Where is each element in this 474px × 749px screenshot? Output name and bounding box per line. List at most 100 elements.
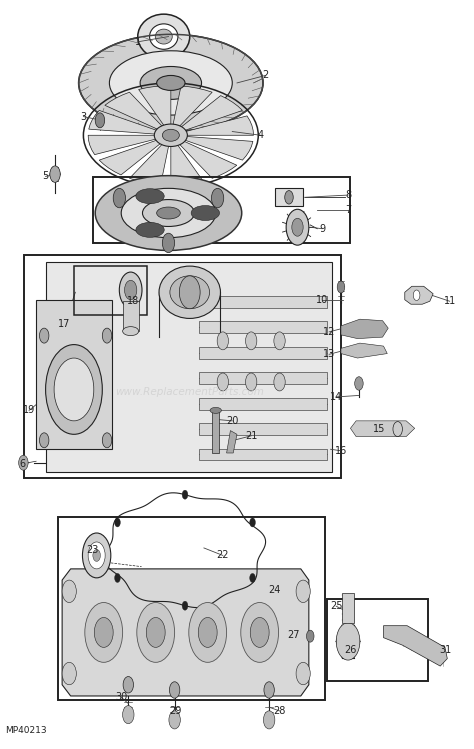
Circle shape — [307, 630, 314, 642]
Polygon shape — [184, 116, 254, 136]
Circle shape — [413, 290, 420, 300]
Circle shape — [115, 574, 120, 583]
Text: 9: 9 — [319, 224, 325, 234]
Bar — [199, 398, 327, 410]
Text: 24: 24 — [269, 585, 281, 595]
Text: www.ReplacementParts.com: www.ReplacementParts.com — [115, 387, 264, 398]
Text: 23: 23 — [87, 545, 99, 555]
Bar — [199, 423, 327, 435]
Text: 4: 4 — [257, 130, 264, 140]
Text: 7: 7 — [345, 205, 351, 215]
Circle shape — [211, 188, 224, 207]
Bar — [24, 255, 341, 478]
Polygon shape — [129, 142, 169, 184]
Circle shape — [198, 617, 217, 647]
Circle shape — [241, 602, 279, 662]
Polygon shape — [88, 136, 158, 154]
Bar — [199, 449, 327, 461]
Ellipse shape — [156, 76, 185, 91]
Circle shape — [39, 328, 49, 343]
Circle shape — [115, 518, 120, 527]
Polygon shape — [173, 86, 212, 128]
Ellipse shape — [136, 189, 164, 204]
Circle shape — [296, 580, 310, 602]
Circle shape — [123, 676, 134, 693]
Ellipse shape — [155, 124, 187, 147]
Text: 12: 12 — [323, 327, 335, 337]
Circle shape — [296, 662, 310, 685]
Circle shape — [246, 373, 257, 391]
Circle shape — [94, 617, 113, 647]
Text: 22: 22 — [217, 551, 229, 560]
Ellipse shape — [79, 34, 263, 132]
Circle shape — [337, 281, 345, 293]
Circle shape — [88, 542, 105, 569]
Circle shape — [18, 455, 28, 470]
Bar — [199, 296, 327, 308]
Bar — [199, 347, 327, 359]
Circle shape — [246, 332, 257, 350]
Circle shape — [102, 328, 112, 343]
Polygon shape — [105, 92, 164, 130]
Circle shape — [292, 218, 303, 236]
Ellipse shape — [159, 266, 220, 318]
Polygon shape — [341, 343, 387, 358]
Text: 13: 13 — [323, 349, 335, 360]
Circle shape — [250, 617, 269, 647]
Text: 21: 21 — [245, 431, 257, 441]
Circle shape — [146, 617, 165, 647]
Text: 31: 31 — [439, 645, 451, 655]
Bar — [199, 372, 327, 384]
Circle shape — [82, 533, 111, 577]
Polygon shape — [62, 569, 309, 696]
Ellipse shape — [123, 327, 139, 336]
Circle shape — [93, 550, 100, 562]
Text: 5: 5 — [43, 172, 49, 181]
Polygon shape — [350, 421, 415, 437]
Text: 10: 10 — [316, 295, 328, 305]
Ellipse shape — [95, 175, 242, 250]
Circle shape — [162, 233, 174, 252]
Circle shape — [62, 580, 76, 602]
Circle shape — [113, 188, 126, 207]
Ellipse shape — [140, 67, 201, 100]
Circle shape — [217, 373, 228, 391]
Bar — [212, 412, 219, 453]
Text: 6: 6 — [19, 459, 25, 469]
Text: 30: 30 — [115, 693, 128, 703]
Bar — [36, 300, 112, 449]
Bar — [275, 188, 303, 206]
Circle shape — [169, 682, 180, 698]
Bar — [327, 598, 428, 681]
Ellipse shape — [150, 24, 178, 49]
Bar — [93, 177, 350, 243]
Text: 28: 28 — [273, 706, 286, 716]
Circle shape — [285, 190, 293, 204]
Ellipse shape — [121, 188, 216, 237]
Ellipse shape — [136, 222, 164, 237]
Ellipse shape — [156, 207, 180, 219]
Text: MP40213: MP40213 — [5, 726, 47, 735]
Circle shape — [250, 518, 255, 527]
Polygon shape — [89, 110, 159, 134]
Circle shape — [274, 373, 285, 391]
Circle shape — [179, 276, 200, 309]
Circle shape — [355, 377, 363, 390]
Ellipse shape — [143, 199, 194, 226]
Bar — [342, 592, 354, 622]
Bar — [74, 266, 147, 315]
Text: 1: 1 — [135, 37, 141, 47]
Circle shape — [182, 490, 188, 499]
Text: 17: 17 — [58, 318, 71, 329]
Circle shape — [264, 711, 275, 729]
Bar — [123, 301, 139, 331]
Circle shape — [119, 272, 142, 308]
Text: 16: 16 — [335, 446, 347, 455]
Circle shape — [39, 433, 49, 448]
Text: 11: 11 — [444, 297, 456, 306]
Circle shape — [123, 706, 134, 724]
Circle shape — [250, 574, 255, 583]
Circle shape — [189, 602, 227, 662]
Text: 18: 18 — [127, 297, 139, 306]
Polygon shape — [46, 262, 331, 472]
